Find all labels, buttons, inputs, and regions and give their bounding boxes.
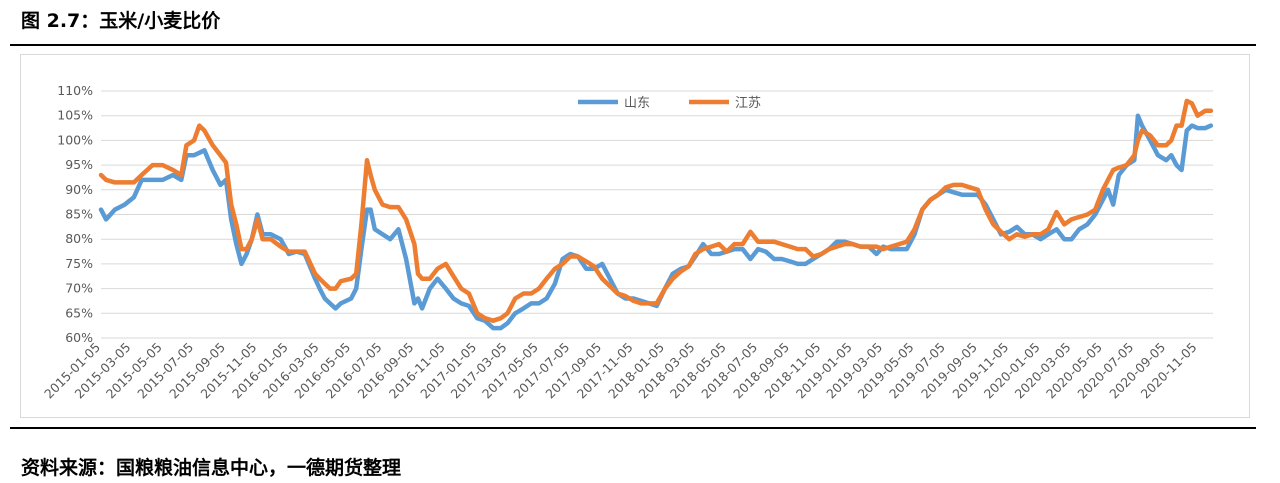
source-note: 资料来源：国粮粮油信息中心，一德期货整理 (21, 457, 402, 479)
y-tick-label: 80% (65, 231, 93, 246)
y-tick-label: 100% (57, 132, 93, 147)
x-axis-tick-labels: 2015-01-052015-03-052015-05-052015-07-05… (41, 340, 1200, 402)
line-chart: 60% 65% 70% 75% 80% 85% 90% 95% 100% 105% 110% 201… (41, 83, 1214, 402)
y-tick-label: 110% (57, 83, 93, 98)
bottom-rule (10, 427, 1256, 429)
y-tick-label: 90% (65, 182, 93, 197)
y-tick-label: 75% (65, 256, 93, 271)
chart-frame: 60% 65% 70% 75% 80% 85% 90% 95% 100% 105% 110% 201… (20, 54, 1250, 418)
series-line-jiangsu (98, 98, 1214, 323)
figure-title: 图 2.7：玉米/小麦比价 (21, 10, 221, 32)
y-tick-label: 105% (57, 108, 93, 123)
legend-label: 江苏 (735, 95, 761, 111)
y-tick-label: 70% (65, 281, 93, 296)
grid-lines (101, 90, 1213, 339)
y-tick-label: 60% (65, 330, 93, 345)
y-tick-label: 85% (65, 207, 93, 222)
y-axis-tick-labels: 60% 65% 70% 75% 80% 85% 90% 95% 100% 105% 110% (57, 83, 93, 345)
series-line-shandong (98, 113, 1214, 331)
legend-label: 山东 (624, 96, 650, 111)
top-rule (10, 44, 1256, 46)
y-tick-label: 95% (65, 157, 93, 172)
series-lines (98, 98, 1214, 331)
y-tick-label: 65% (65, 305, 93, 320)
legend: 山东 江苏 (578, 95, 761, 111)
